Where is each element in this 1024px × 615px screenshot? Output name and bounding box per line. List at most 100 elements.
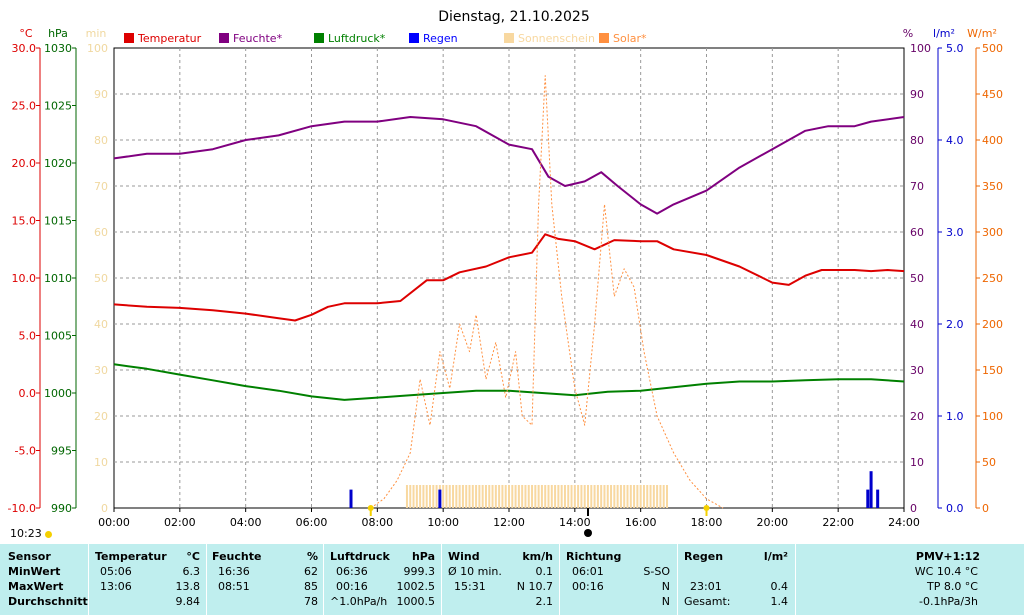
- sunshine-bar: [600, 485, 603, 508]
- sunshine-bar: [521, 485, 524, 508]
- axis-label-humidity: 100: [910, 42, 931, 55]
- axis-label-sunshine: 90: [94, 88, 108, 101]
- axis-label-humidity: 0: [910, 502, 917, 515]
- axis-label-temp: -5.0: [15, 445, 36, 458]
- sunshine-bar: [656, 485, 659, 508]
- column-separator: [323, 544, 324, 615]
- sunshine-bar: [633, 485, 636, 508]
- axis-label-solar: 500: [982, 42, 1003, 55]
- sunshine-bar: [448, 485, 451, 508]
- chart-title: Dienstag, 21.10.2025: [438, 9, 589, 25]
- column-separator: [677, 544, 678, 615]
- header-regen: Regen: [684, 550, 724, 563]
- legend-label: Luftdruck*: [328, 32, 386, 45]
- axis-label-sunshine: 80: [94, 134, 108, 147]
- sunshine-bar: [554, 485, 557, 508]
- sunshine-bar: [478, 485, 481, 508]
- legend-label: Solar*: [613, 32, 647, 45]
- pmv-windchill: WC 10.4 °C: [914, 565, 978, 578]
- column-separator: [441, 544, 442, 615]
- axis-unit-temp: °C: [19, 27, 33, 40]
- sunshine-bar: [511, 485, 514, 508]
- x-tick-label: 08:00: [361, 516, 393, 529]
- sunshine-bar: [527, 485, 530, 508]
- richtung-avg-value: N: [661, 595, 670, 608]
- axis-label-temp: 0.0: [19, 387, 37, 400]
- axis-label-pressure: 1030: [44, 42, 72, 55]
- druck-max-value: 1002.5: [396, 580, 436, 593]
- axis-unit-humidity: %: [903, 27, 913, 40]
- legend-swatch: [599, 33, 609, 43]
- pmv-pressure-trend: -0.1hPa/3h: [919, 595, 978, 608]
- header-feuchte-unit: %: [306, 550, 318, 563]
- axis-label-temp: 10.0: [12, 272, 37, 285]
- axis-label-humidity: 70: [910, 180, 924, 193]
- axis-label-temp: 25.0: [12, 100, 37, 113]
- series-line-humidity: [113, 116, 905, 215]
- header-regen-unit: l/m²: [763, 550, 788, 563]
- legend-label: Regen: [423, 32, 458, 45]
- x-tick-label: 24:00: [888, 516, 920, 529]
- header-temperatur: Temperatur: [95, 550, 167, 563]
- axis-label-sunshine: 30: [94, 364, 108, 377]
- sunshine-bar: [603, 485, 606, 508]
- axis-label-humidity: 10: [910, 456, 924, 469]
- axis-label-pressure: 1010: [44, 272, 72, 285]
- stats-table: Sensor MinWert MaxWert Durchschnitt Temp…: [0, 544, 1024, 615]
- header-richtung: Richtung: [566, 550, 622, 563]
- sunshine-bar: [570, 485, 573, 508]
- weather-chart: 00:00 02:00 04:00 06:00 08:00 10:00 12:00 14:00…: [8, 9, 1003, 537]
- sunshine-bar: [458, 485, 461, 508]
- axis-label-rain: 4.0: [946, 134, 964, 147]
- axis-label-humidity: 50: [910, 272, 924, 285]
- sunshine-bar: [435, 485, 438, 508]
- axis-label-pressure: 1020: [44, 157, 72, 170]
- sunshine-bar: [461, 485, 464, 508]
- sunshine-bar: [501, 485, 504, 508]
- column-separator: [88, 544, 89, 615]
- sunshine-bar: [517, 485, 520, 508]
- axis-label-rain: 0.0: [946, 502, 964, 515]
- sunshine-bar: [422, 485, 425, 508]
- sunshine-bar: [587, 485, 589, 508]
- feuchte-min-time: 16:36: [218, 565, 250, 578]
- current-time: 10:23: [10, 527, 52, 540]
- sunshine-bar: [494, 485, 497, 508]
- axis-label-pressure: 995: [51, 445, 72, 458]
- legend-label: Feuchte*: [233, 32, 283, 45]
- axis-label-sunshine: 40: [94, 318, 108, 331]
- druck-min-value: 999.3: [403, 565, 436, 578]
- feuchte-max-time: 08:51: [218, 580, 250, 593]
- sunshine-bar: [537, 485, 540, 508]
- axis-label-pressure: 1015: [44, 215, 72, 228]
- sunshine-bar: [531, 485, 534, 508]
- axis-label-solar: 100: [982, 410, 1003, 423]
- x-tick-label: 06:00: [296, 516, 328, 529]
- regen-total-value: 1.4: [770, 595, 789, 608]
- sunshine-bar: [465, 485, 468, 508]
- header-wind: Wind: [448, 550, 480, 563]
- temp-min-time: 05:06: [100, 565, 132, 578]
- axis-label-sunshine: 50: [94, 272, 108, 285]
- sunshine-bar: [491, 485, 494, 508]
- rain-bar: [876, 489, 880, 508]
- temp-avg-value: 9.84: [175, 595, 201, 608]
- wind-min-label: Ø 10 min.: [448, 565, 502, 578]
- druck-min-time: 06:36: [336, 565, 368, 578]
- axis-label-pressure: 1005: [44, 330, 72, 343]
- axis-label-pressure: 1000: [44, 387, 72, 400]
- legend-label: Sonnenschein: [518, 32, 595, 45]
- wind-avg-value: 2.1: [535, 595, 554, 608]
- axis-label-solar: 0: [982, 502, 989, 515]
- wind-max-time: 15:31: [454, 580, 486, 593]
- axis-label-solar: 350: [982, 180, 1003, 193]
- axis-label-temp: 5.0: [19, 330, 37, 343]
- sunshine-bar: [550, 485, 553, 508]
- header-pmv: PMV+1:12: [915, 550, 980, 563]
- sunshine-bar: [619, 485, 622, 508]
- legend-swatch: [409, 33, 419, 43]
- axis-label-humidity: 80: [910, 134, 924, 147]
- sunshine-bar: [623, 485, 626, 508]
- axis-label-temp: -10.0: [8, 502, 36, 515]
- sunshine-bar: [498, 485, 501, 508]
